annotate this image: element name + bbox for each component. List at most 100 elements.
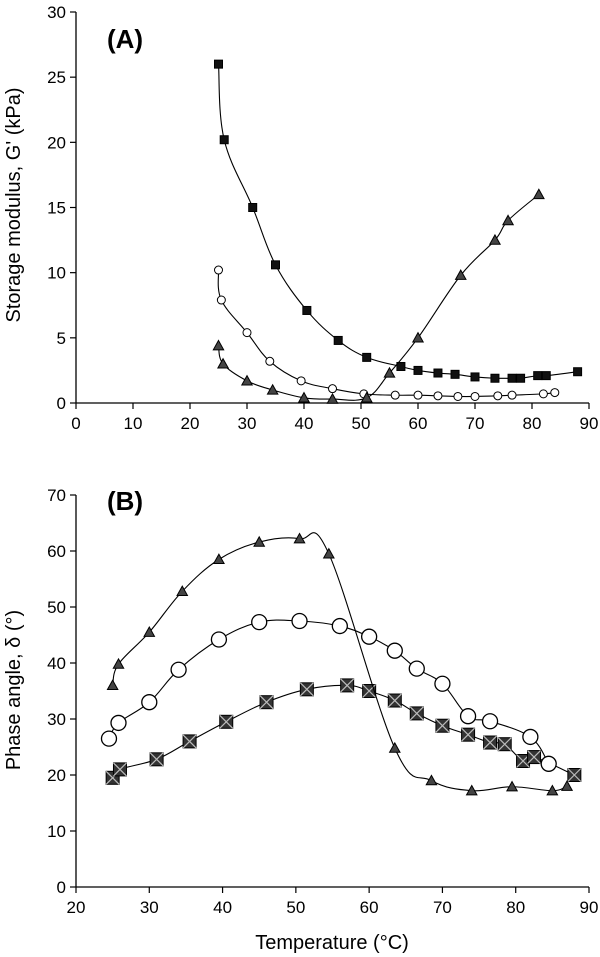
chart-b: (B) Phase angle, δ (°) Temperature (°C) … bbox=[3, 486, 598, 954]
chart-a-y-axis-label: Storage modulus, G' (kPa) bbox=[3, 87, 25, 322]
chart-b-square-series-point bbox=[182, 734, 197, 749]
chart-a-triangle-series-point bbox=[360, 391, 373, 403]
chart-a-panel-label: (A) bbox=[107, 24, 143, 54]
chart-a-y-tick-label: 0 bbox=[57, 394, 66, 413]
chart-b-triangle-series-point bbox=[212, 553, 225, 565]
chart-b-triangle-series-point bbox=[425, 774, 438, 786]
chart-a-triangle-series-point bbox=[502, 214, 515, 226]
chart-b-circle-series-point bbox=[522, 728, 539, 746]
chart-a-square-series-point bbox=[507, 373, 517, 383]
chart-b-square-series-point bbox=[149, 752, 164, 767]
chart-b-triangle-series-point bbox=[560, 779, 574, 791]
chart-b-triangle-series-line bbox=[112, 532, 568, 792]
chart-a-circle-series-point bbox=[453, 391, 463, 401]
chart-b-square-series-point bbox=[112, 762, 127, 777]
chart-a-square-series bbox=[214, 59, 583, 383]
chart-b-x-tick-label: 40 bbox=[213, 898, 232, 917]
chart-a-x-tick-label: 80 bbox=[523, 414, 542, 433]
chart-a-y-tick-label: 5 bbox=[57, 329, 66, 348]
chart-b-square-series bbox=[105, 678, 582, 785]
chart-b-circle-series-point bbox=[540, 755, 557, 772]
chart-b-x-tick-label: 30 bbox=[140, 898, 159, 917]
chart-b-circle-series-point bbox=[386, 642, 403, 659]
chart-a-triangle-series bbox=[212, 188, 545, 404]
chart-b-circle-series-point bbox=[408, 660, 425, 677]
chart-a-triangle-series-point bbox=[212, 339, 225, 351]
chart-b-x-tick-label: 50 bbox=[286, 898, 305, 917]
chart-b-circle-series bbox=[100, 612, 557, 772]
chart-a-x-tick-label: 50 bbox=[352, 414, 371, 433]
chart-a-y-tick-label: 20 bbox=[47, 133, 66, 152]
chart-a-triangle-series-point bbox=[411, 331, 425, 343]
chart-b-square-series-point bbox=[461, 727, 476, 742]
chart-a-circle-series-point bbox=[550, 388, 560, 398]
chart-b-y-tick-label: 40 bbox=[47, 654, 66, 673]
chart-b-square-series-point bbox=[362, 684, 377, 698]
chart-a-circle-series-point bbox=[413, 390, 423, 400]
chart-a-y-tick-label: 30 bbox=[47, 3, 66, 22]
chart-a-square-series-point bbox=[362, 352, 372, 362]
chart-a-circle-series-point bbox=[538, 389, 548, 399]
chart-b-y-axis-label: Phase angle, δ (°) bbox=[3, 610, 25, 770]
chart-b-triangle-series-point bbox=[143, 625, 156, 637]
chart-b-x-tick-label: 70 bbox=[433, 898, 452, 917]
chart-b-square-series-point bbox=[435, 718, 450, 733]
chart-b-triangle-series-point bbox=[253, 535, 266, 547]
chart-a-triangle-series-point bbox=[297, 391, 311, 403]
chart-a-circle-series-point bbox=[507, 390, 517, 400]
chart-a-y-tick-label: 15 bbox=[47, 199, 66, 218]
chart-b-x-tick-label: 80 bbox=[506, 898, 525, 917]
chart-b-square-series-point bbox=[567, 768, 582, 782]
chart-a-triangle-series-point bbox=[383, 366, 396, 378]
chart-b-circle-series-point bbox=[331, 617, 348, 635]
chart-b-y-tick-label: 10 bbox=[47, 822, 66, 841]
chart-b-square-series-point bbox=[299, 682, 314, 697]
chart-a-square-series-point bbox=[219, 135, 229, 145]
chart-a-circle-series-point bbox=[296, 376, 306, 386]
chart-b-circle-series-point bbox=[141, 694, 158, 711]
chart-b-triangle-series-point bbox=[506, 780, 519, 792]
chart-b-square-series-point bbox=[527, 750, 542, 765]
chart-b-square-series-point bbox=[497, 737, 512, 752]
chart-b-circle-series-point bbox=[110, 714, 127, 732]
chart-b-triangle-series-point bbox=[322, 547, 335, 559]
chart-b-circle-series-point bbox=[170, 661, 187, 678]
chart-a-square-series-point bbox=[541, 371, 551, 381]
chart-b-square-series-line bbox=[112, 684, 575, 779]
chart-b-circle-series-point bbox=[434, 675, 451, 692]
chart-a-triangle-series-point bbox=[326, 392, 339, 404]
chart-b-triangle-series bbox=[106, 532, 574, 796]
chart-a-square-series-line bbox=[217, 64, 578, 379]
chart-a-triangle-series-point bbox=[488, 233, 501, 245]
chart-b-triangle-series-point bbox=[388, 741, 401, 753]
chart-a-square-series-point bbox=[333, 335, 343, 345]
chart-a-square-series-point bbox=[248, 203, 258, 212]
chart-a-x-tick-label: 10 bbox=[124, 414, 143, 433]
chart-a-square-series-point bbox=[533, 371, 543, 381]
chart-b-y-tick-label: 30 bbox=[47, 710, 66, 729]
chart-a-triangle-series-point bbox=[217, 357, 230, 369]
chart-b-x-tick-label: 60 bbox=[360, 898, 379, 917]
chart-a-circle-series bbox=[214, 265, 560, 401]
chart-a-triangle-series-point bbox=[240, 374, 254, 386]
chart-a-y-tick-label: 25 bbox=[47, 68, 66, 87]
chart-a-square-series-point bbox=[450, 369, 460, 379]
chart-b-triangle-series-point bbox=[106, 679, 119, 691]
chart-a-circle-series-point bbox=[265, 356, 275, 366]
chart-b-square-series-point bbox=[340, 678, 355, 693]
chart-a-circle-series-point bbox=[470, 391, 480, 401]
chart-b-circle-series-point bbox=[210, 631, 228, 648]
chart-a-square-series-point bbox=[490, 373, 500, 383]
chart-a-square-series-point bbox=[396, 362, 406, 372]
chart-b-circle-series-point bbox=[100, 730, 118, 747]
chart-a-x-tick-label: 70 bbox=[466, 414, 485, 433]
chart-b-circle-series-point bbox=[251, 613, 268, 631]
chart-b-y-tick-label: 20 bbox=[47, 766, 66, 785]
chart-a-x-tick-label: 20 bbox=[181, 414, 200, 433]
chart-b-triangle-series-point bbox=[546, 784, 559, 796]
chart-b-circle-series-point bbox=[360, 628, 378, 645]
chart-b-panel-label: (B) bbox=[107, 486, 143, 516]
chart-b-x-axis-label: Temperature (°C) bbox=[255, 932, 409, 954]
chart-a-circle-series-point bbox=[390, 390, 400, 400]
chart-b-y-tick-label: 70 bbox=[47, 486, 66, 505]
